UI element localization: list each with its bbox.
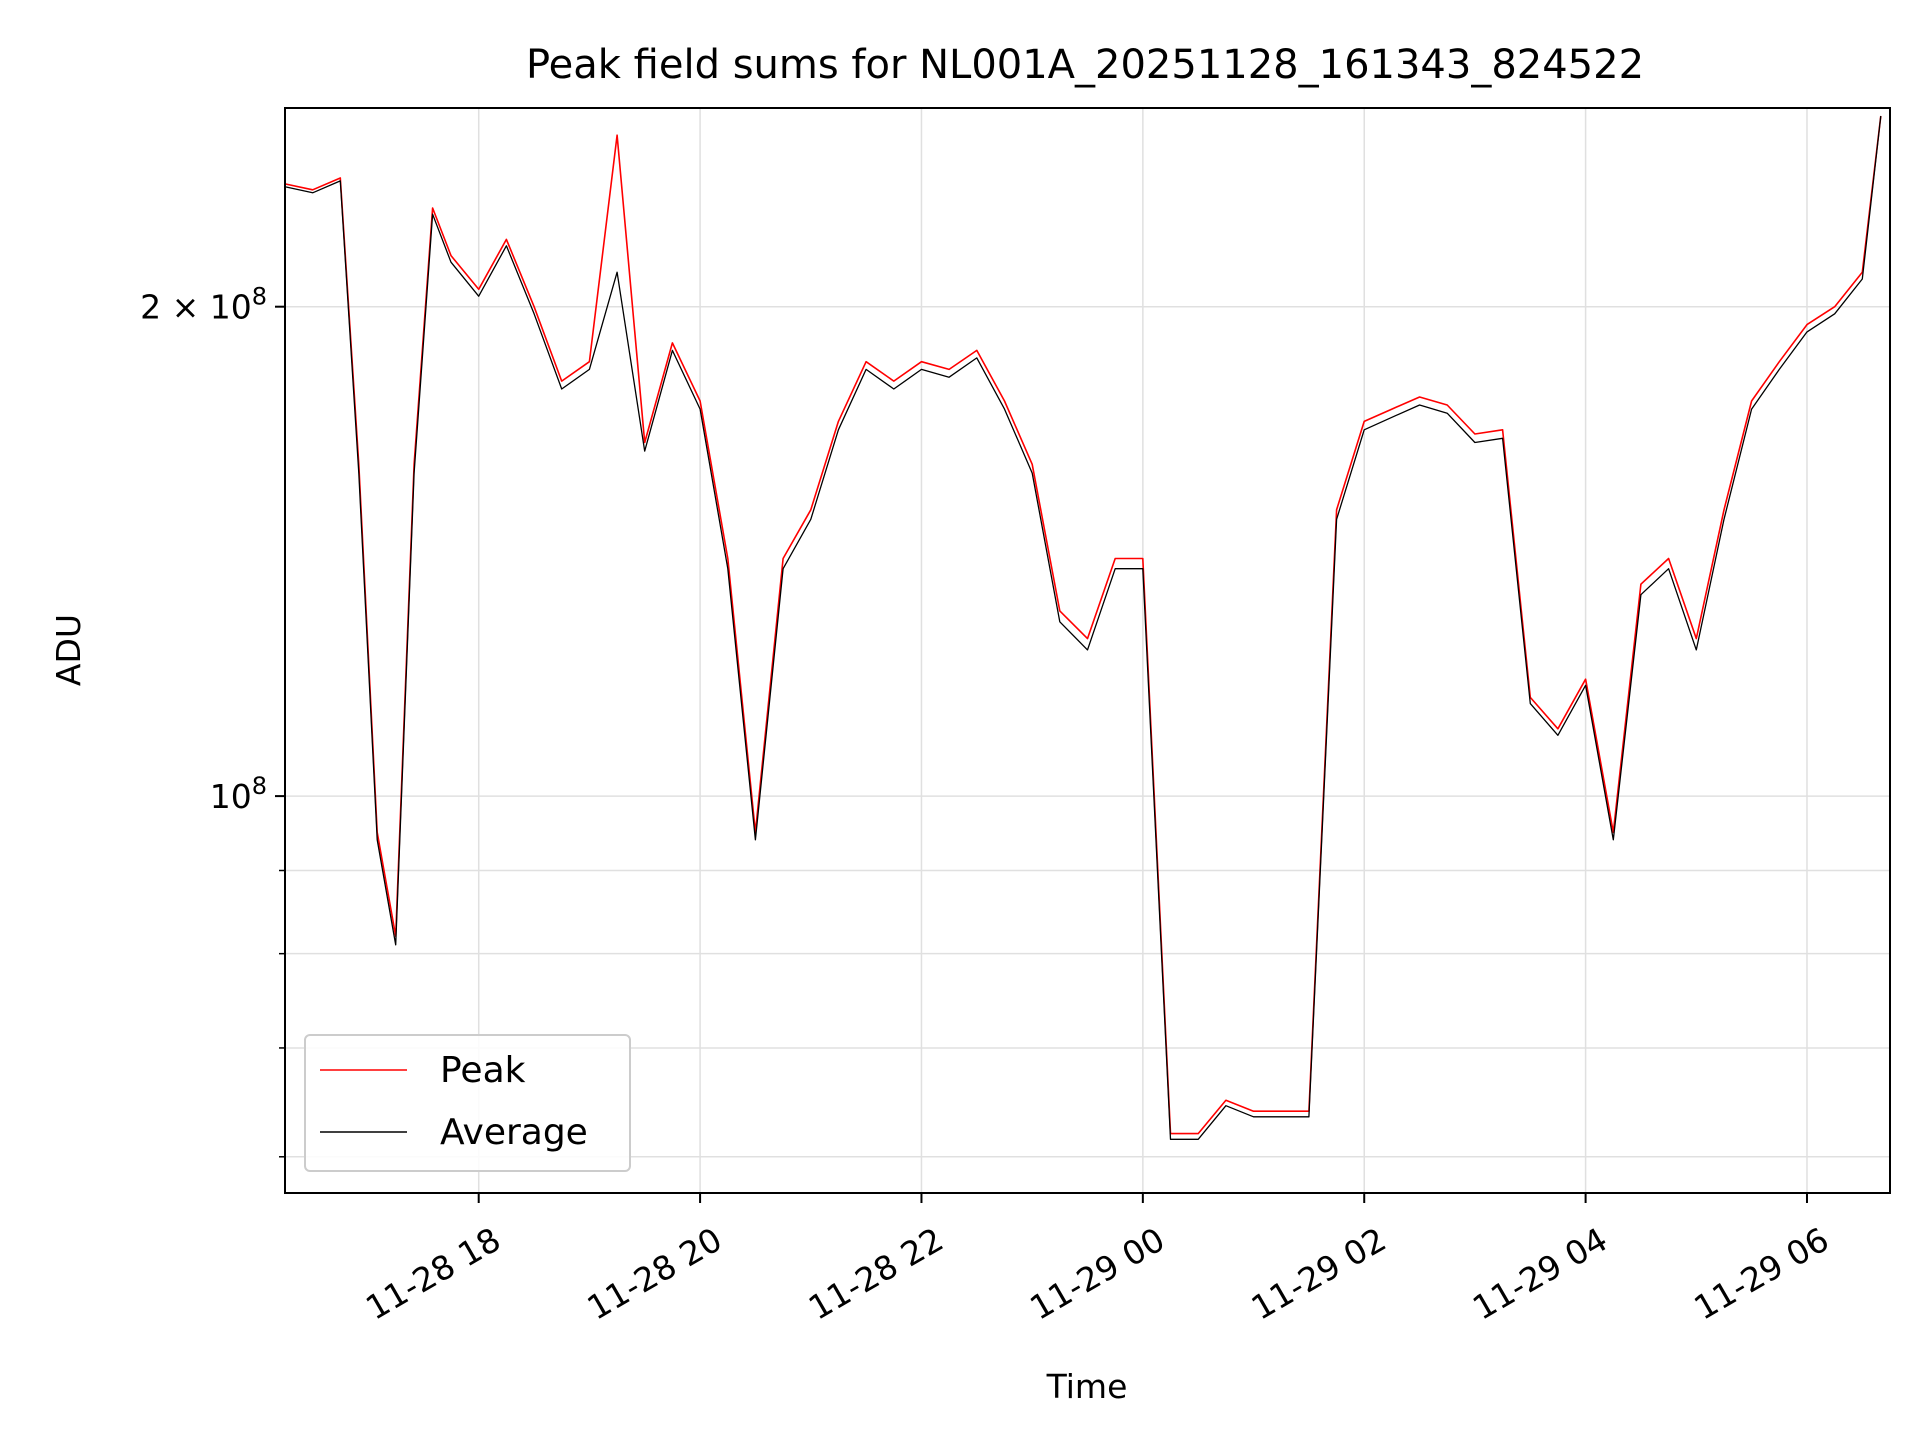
legend-label-average: Average [440, 1112, 588, 1153]
legend-box [304, 1034, 631, 1172]
series-line-peak [284, 115, 1882, 1135]
legend: Peak Average [304, 1034, 631, 1172]
chart-title: Peak field sums for NL001A_20251128_1613… [526, 42, 1644, 88]
y-axis: 108 2 × 108 [140, 283, 285, 1158]
y-axis-label: ADU [49, 614, 88, 686]
x-axis-label: Time [1046, 1367, 1128, 1406]
data-lines [284, 115, 1882, 1140]
legend-label-peak: Peak [440, 1050, 526, 1091]
y-tick-label: 2 × 108 [140, 283, 267, 327]
y-tick-label: 108 [210, 772, 267, 816]
plot-area-frame [284, 107, 1891, 1194]
series-line-average [284, 115, 1882, 1140]
